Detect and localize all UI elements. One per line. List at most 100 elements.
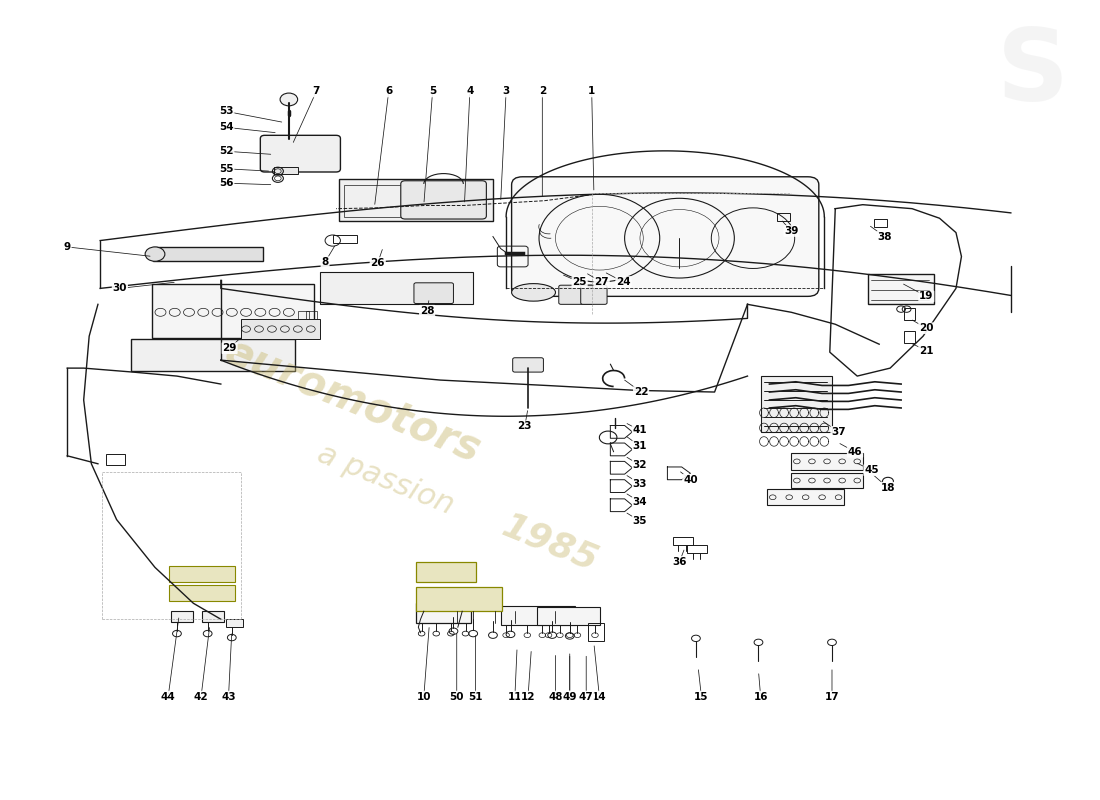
Bar xyxy=(339,179,493,221)
Text: 42: 42 xyxy=(194,691,208,702)
Bar xyxy=(153,247,263,262)
Text: S: S xyxy=(997,25,1069,122)
Text: 50: 50 xyxy=(450,691,464,702)
Text: 44: 44 xyxy=(161,691,176,702)
Text: 4: 4 xyxy=(466,86,474,97)
Text: 3: 3 xyxy=(503,86,509,97)
Text: 13: 13 xyxy=(562,691,578,702)
Text: 47: 47 xyxy=(579,691,594,702)
FancyBboxPatch shape xyxy=(581,286,607,304)
Bar xyxy=(202,611,224,622)
Text: 54: 54 xyxy=(219,122,233,132)
Bar xyxy=(873,219,887,227)
Bar xyxy=(320,273,473,304)
Text: 51: 51 xyxy=(469,691,483,702)
Text: 31: 31 xyxy=(632,442,647,451)
Text: 41: 41 xyxy=(632,426,647,435)
Text: 34: 34 xyxy=(632,497,647,507)
Text: 10: 10 xyxy=(417,691,431,702)
Bar xyxy=(416,587,502,611)
Text: 30: 30 xyxy=(112,283,128,294)
Text: 28: 28 xyxy=(420,306,434,316)
Text: 21: 21 xyxy=(920,346,934,355)
Text: 19: 19 xyxy=(920,291,934,302)
Bar xyxy=(588,623,604,641)
Bar xyxy=(106,454,125,466)
Bar xyxy=(416,562,476,582)
Text: 46: 46 xyxy=(848,447,862,457)
Text: 8: 8 xyxy=(321,257,329,267)
Text: 1: 1 xyxy=(588,86,595,97)
Text: 38: 38 xyxy=(878,231,892,242)
Text: 29: 29 xyxy=(222,343,236,353)
Bar xyxy=(169,585,235,601)
Bar xyxy=(152,284,315,338)
Bar xyxy=(343,185,407,217)
Text: 25: 25 xyxy=(572,277,587,287)
Text: 11: 11 xyxy=(507,691,522,702)
Text: 37: 37 xyxy=(832,427,846,437)
Bar xyxy=(172,611,194,622)
Text: 14: 14 xyxy=(592,691,607,702)
Bar xyxy=(904,307,915,320)
Bar xyxy=(537,607,601,625)
Text: 45: 45 xyxy=(865,465,879,475)
Text: 52: 52 xyxy=(219,146,233,156)
Bar xyxy=(673,537,693,545)
Text: 2: 2 xyxy=(539,86,546,97)
Text: 40: 40 xyxy=(683,474,697,485)
Text: euromotors: euromotors xyxy=(218,330,487,470)
Text: 18: 18 xyxy=(881,482,895,493)
Bar xyxy=(274,167,298,174)
Text: 43: 43 xyxy=(221,691,235,702)
FancyBboxPatch shape xyxy=(414,283,453,303)
Text: 33: 33 xyxy=(632,478,647,489)
Text: 32: 32 xyxy=(632,460,647,470)
Text: 7: 7 xyxy=(312,86,320,97)
FancyBboxPatch shape xyxy=(400,181,486,219)
Ellipse shape xyxy=(512,284,556,301)
Text: 23: 23 xyxy=(517,422,532,431)
Bar xyxy=(868,274,934,304)
Bar xyxy=(169,566,235,582)
Bar xyxy=(227,619,243,627)
Text: 48: 48 xyxy=(548,691,563,702)
Text: 55: 55 xyxy=(219,164,233,174)
Bar xyxy=(791,474,862,488)
Text: 6: 6 xyxy=(385,86,393,97)
Text: 26: 26 xyxy=(371,258,385,268)
Text: 15: 15 xyxy=(694,691,708,702)
Bar xyxy=(131,339,296,371)
FancyBboxPatch shape xyxy=(261,135,340,172)
Text: 17: 17 xyxy=(825,691,839,702)
Text: 53: 53 xyxy=(219,106,233,117)
Bar xyxy=(688,545,707,553)
Bar xyxy=(298,310,309,320)
Text: 1985: 1985 xyxy=(497,509,603,578)
Bar xyxy=(791,453,862,470)
Text: 27: 27 xyxy=(594,277,609,287)
Bar xyxy=(761,376,832,432)
Text: 12: 12 xyxy=(520,691,536,702)
Text: a passion: a passion xyxy=(312,439,458,520)
Circle shape xyxy=(280,93,298,106)
Text: 20: 20 xyxy=(920,323,934,334)
FancyBboxPatch shape xyxy=(512,177,818,296)
Bar xyxy=(307,310,318,320)
Circle shape xyxy=(145,247,165,262)
Bar xyxy=(777,213,790,221)
Bar xyxy=(241,318,320,339)
Text: 9: 9 xyxy=(64,242,70,252)
Text: 49: 49 xyxy=(562,691,578,702)
Bar xyxy=(904,331,915,342)
Text: 36: 36 xyxy=(672,557,686,567)
Text: 24: 24 xyxy=(616,277,630,287)
FancyBboxPatch shape xyxy=(559,286,594,304)
Bar xyxy=(416,603,471,623)
Text: 5: 5 xyxy=(429,86,437,97)
Text: 22: 22 xyxy=(634,387,648,397)
Text: 16: 16 xyxy=(754,691,768,702)
Text: 39: 39 xyxy=(784,226,799,236)
Bar xyxy=(767,490,844,506)
Text: 35: 35 xyxy=(632,516,647,526)
